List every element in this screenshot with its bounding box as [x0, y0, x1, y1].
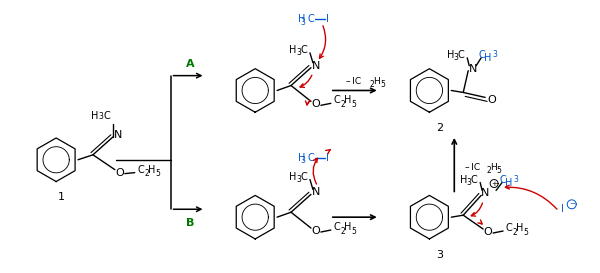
Text: C: C: [334, 95, 340, 105]
Text: I: I: [326, 14, 329, 24]
Text: 2: 2: [512, 227, 517, 236]
Text: N: N: [312, 61, 320, 71]
Text: C: C: [334, 222, 340, 232]
Text: O: O: [488, 95, 496, 105]
Text: B: B: [187, 218, 194, 228]
Text: 2: 2: [436, 123, 443, 133]
Text: 2: 2: [145, 169, 149, 178]
Text: C: C: [308, 153, 315, 163]
Text: H: H: [505, 177, 513, 188]
Text: C: C: [506, 223, 512, 233]
Text: 5: 5: [524, 227, 529, 236]
Text: I: I: [326, 153, 329, 163]
Text: H: H: [298, 153, 305, 163]
Text: 5: 5: [380, 80, 385, 89]
Text: H: H: [460, 174, 467, 185]
Text: 3: 3: [296, 175, 301, 184]
Text: C: C: [137, 165, 144, 175]
Text: 3: 3: [296, 48, 301, 57]
Text: 3: 3: [454, 53, 459, 62]
Text: O: O: [311, 99, 320, 109]
Text: 1: 1: [58, 192, 65, 202]
Text: H: H: [344, 222, 352, 232]
Text: N: N: [312, 188, 320, 197]
Text: H: H: [289, 172, 297, 182]
Text: 3: 3: [301, 156, 305, 165]
Text: C: C: [308, 14, 315, 24]
Text: A: A: [186, 59, 195, 69]
Text: H: H: [148, 165, 155, 175]
Text: C: C: [471, 174, 478, 185]
Text: H: H: [289, 45, 297, 55]
Text: – IC: – IC: [464, 163, 480, 172]
Text: 2: 2: [369, 80, 374, 89]
Text: −: −: [569, 201, 575, 207]
Text: N: N: [481, 188, 490, 198]
Text: C: C: [500, 174, 506, 185]
Text: C: C: [104, 111, 110, 121]
Text: 2: 2: [487, 166, 491, 175]
Text: C: C: [301, 45, 307, 55]
Text: H: H: [298, 14, 305, 24]
Text: H: H: [373, 77, 380, 86]
Text: 5: 5: [497, 166, 502, 175]
Text: 5: 5: [155, 169, 160, 178]
Text: O: O: [484, 227, 493, 237]
Text: 5: 5: [352, 100, 356, 109]
Text: H: H: [446, 50, 454, 60]
Text: 3: 3: [98, 112, 103, 121]
Text: 3: 3: [514, 175, 518, 184]
Text: +: +: [491, 180, 497, 186]
Text: 3: 3: [436, 250, 443, 260]
Text: O: O: [115, 168, 124, 178]
Text: O: O: [311, 226, 320, 236]
Text: H: H: [484, 53, 492, 63]
Text: C: C: [458, 50, 464, 60]
Text: H: H: [490, 163, 496, 172]
Text: 3: 3: [493, 50, 497, 59]
Text: I: I: [562, 204, 564, 214]
Text: – IC: – IC: [346, 77, 361, 86]
Text: 5: 5: [352, 227, 356, 236]
Text: C: C: [301, 172, 307, 182]
Text: H: H: [91, 111, 98, 121]
Text: 3: 3: [301, 18, 305, 27]
Text: C: C: [479, 50, 485, 60]
Text: H: H: [344, 95, 352, 105]
Text: N: N: [113, 130, 122, 140]
Text: 2: 2: [340, 100, 345, 109]
Text: 3: 3: [467, 178, 472, 187]
Text: N: N: [469, 64, 478, 74]
Text: 2: 2: [340, 227, 345, 236]
Text: H: H: [516, 223, 524, 233]
